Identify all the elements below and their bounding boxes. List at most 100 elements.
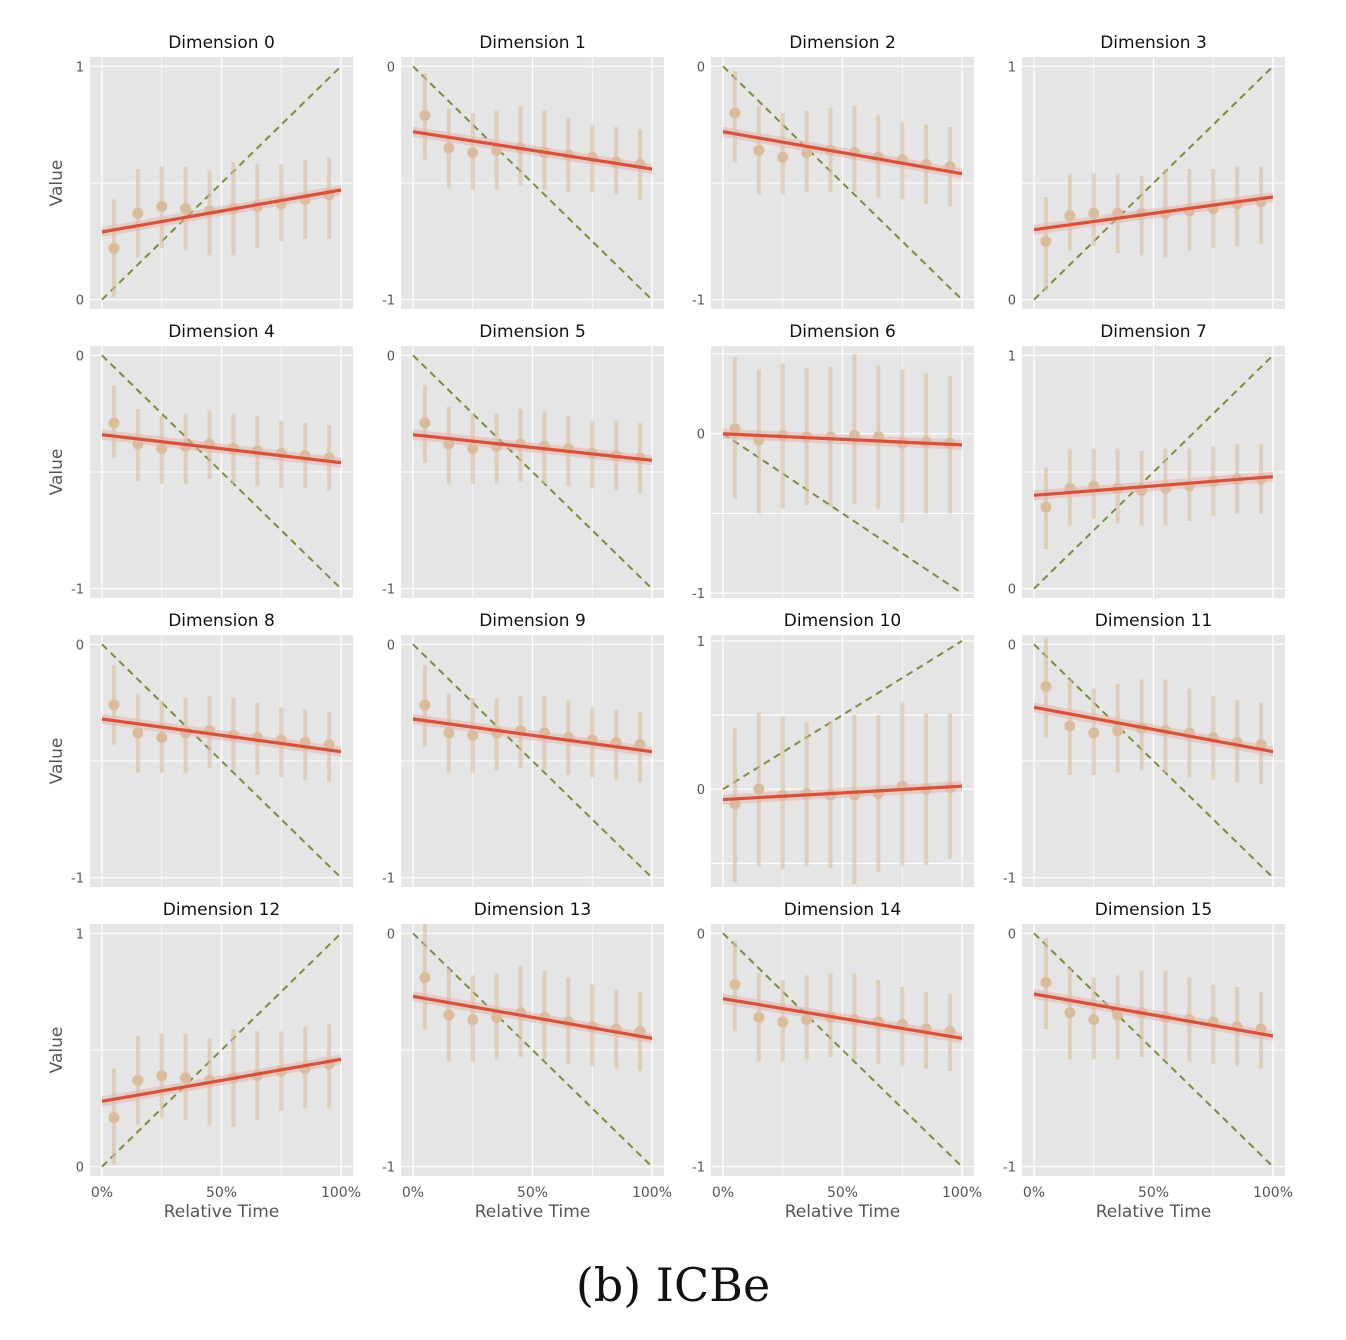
data-point: [156, 1070, 168, 1082]
reference-line: [722, 640, 963, 791]
reference-line: [412, 354, 653, 590]
data-point: [156, 732, 168, 744]
fit-line: [412, 130, 653, 171]
y-tick-label: -1: [1003, 1161, 1016, 1176]
y-tick-label: 0: [76, 638, 84, 653]
panel-title: Dimension 1: [479, 33, 586, 53]
fit-line: [722, 432, 963, 447]
data-point: [1088, 1014, 1100, 1026]
y-tick-label: 0: [1008, 294, 1016, 309]
y-tick-label: -1: [382, 294, 395, 309]
data-point: [108, 699, 120, 711]
reference-line: [1033, 932, 1274, 1168]
y-axis-label: Value: [47, 738, 67, 785]
y-tick-label: -1: [71, 583, 84, 598]
x-axis-label: Relative Time: [785, 1202, 901, 1222]
y-tick-label: 0: [387, 927, 395, 942]
reference-line: [412, 932, 653, 1168]
panel-title: Dimension 5: [479, 322, 586, 342]
reference-line: [1033, 643, 1274, 879]
panel-dimension-13: Dimension 13 0 -1 0% 50% 100% Relative Time: [382, 900, 672, 1222]
x-tick-label: 0%: [1023, 1185, 1045, 1201]
panel-title: Dimension 12: [163, 900, 280, 920]
x-tick-label: 50%: [827, 1185, 858, 1201]
y-tick-label: 1: [76, 927, 84, 942]
data-point: [1088, 727, 1100, 739]
data-point: [419, 699, 431, 711]
y-tick-label: 0: [76, 294, 84, 309]
data-point: [108, 242, 120, 254]
y-tick-label: 0: [1008, 927, 1016, 942]
y-tick-label: 0: [76, 349, 84, 364]
x-tick-label: 100%: [632, 1185, 672, 1201]
data-point: [467, 1014, 479, 1026]
panel-dimension-11: Dimension 11 0 -1: [1003, 611, 1285, 887]
data-point: [467, 729, 479, 741]
x-tick-label: 50%: [1138, 1185, 1169, 1201]
x-tick-label: 100%: [321, 1185, 361, 1201]
y-tick-label: 0: [697, 60, 705, 75]
y-tick-label: 0: [1008, 583, 1016, 598]
data-point: [419, 109, 431, 121]
y-tick-label: 0: [697, 783, 705, 798]
data-point: [156, 200, 168, 212]
fit-line: [722, 784, 963, 802]
fit-line: [1033, 705, 1274, 754]
x-axis-label: Relative Time: [475, 1202, 591, 1222]
y-tick-label: 0: [387, 349, 395, 364]
panel-title: Dimension 3: [1100, 33, 1207, 53]
data-point: [1040, 235, 1052, 247]
x-tick-label: 0%: [402, 1185, 424, 1201]
panel-title: Dimension 13: [474, 900, 591, 920]
panel-dimension-12: Dimension 12 0 1 Value 0% 50% 100% Relative Tim…: [47, 900, 361, 1222]
reference-line: [101, 643, 342, 879]
panel-dimension-14: Dimension 14 0 -1 0% 50% 100% Relative Time: [692, 900, 982, 1222]
y-tick-label: -1: [382, 1161, 395, 1176]
data-point: [729, 979, 741, 991]
y-tick-label: 1: [697, 635, 705, 650]
data-point: [467, 147, 479, 159]
y-tick-label: 0: [387, 60, 395, 75]
reference-line: [101, 932, 342, 1168]
fit-line: [1033, 195, 1274, 232]
y-tick-label: 1: [76, 60, 84, 75]
panel-title: Dimension 0: [168, 33, 275, 53]
y-axis-label: Value: [47, 449, 67, 496]
reference-line: [1033, 65, 1274, 301]
data-point: [443, 142, 455, 154]
fit-line: [1033, 475, 1274, 497]
reference-line: [722, 65, 963, 301]
fit-line: [101, 188, 342, 234]
panel-dimension-6: Dimension 6 0 -1: [692, 322, 974, 602]
x-axis-label: Relative Time: [1096, 1202, 1212, 1222]
y-tick-label: -1: [1003, 872, 1016, 887]
data-point: [753, 783, 765, 795]
y-tick-label: -1: [692, 1161, 705, 1176]
y-tick-label: 0: [697, 927, 705, 942]
data-point: [777, 151, 789, 163]
panel-title: Dimension 8: [168, 611, 275, 631]
x-tick-label: 50%: [517, 1185, 548, 1201]
reference-line: [412, 643, 653, 879]
data-point: [1064, 1007, 1076, 1019]
reference-line: [101, 65, 342, 301]
panel-dimension-9: Dimension 9 0 -1: [382, 611, 664, 887]
data-point: [419, 417, 431, 429]
fit-line: [101, 717, 342, 754]
panel-dimension-10: Dimension 10 0 1: [697, 611, 974, 887]
y-axis-label: Value: [47, 160, 67, 207]
data-point: [132, 207, 144, 219]
panel-dimension-7: Dimension 7 0 1: [1008, 322, 1285, 598]
data-point: [108, 417, 120, 429]
panel-title: Dimension 9: [479, 611, 586, 631]
reference-line: [412, 65, 653, 301]
panel-dimension-0: Dimension 0 0 1 Value: [47, 33, 353, 309]
y-tick-label: -1: [692, 587, 705, 602]
fit-line: [722, 130, 963, 176]
panel-title: Dimension 4: [168, 322, 275, 342]
data-point: [132, 727, 144, 739]
panel-title: Dimension 6: [789, 322, 896, 342]
data-point: [419, 972, 431, 984]
fit-line: [101, 433, 342, 465]
y-tick-label: -1: [71, 872, 84, 887]
